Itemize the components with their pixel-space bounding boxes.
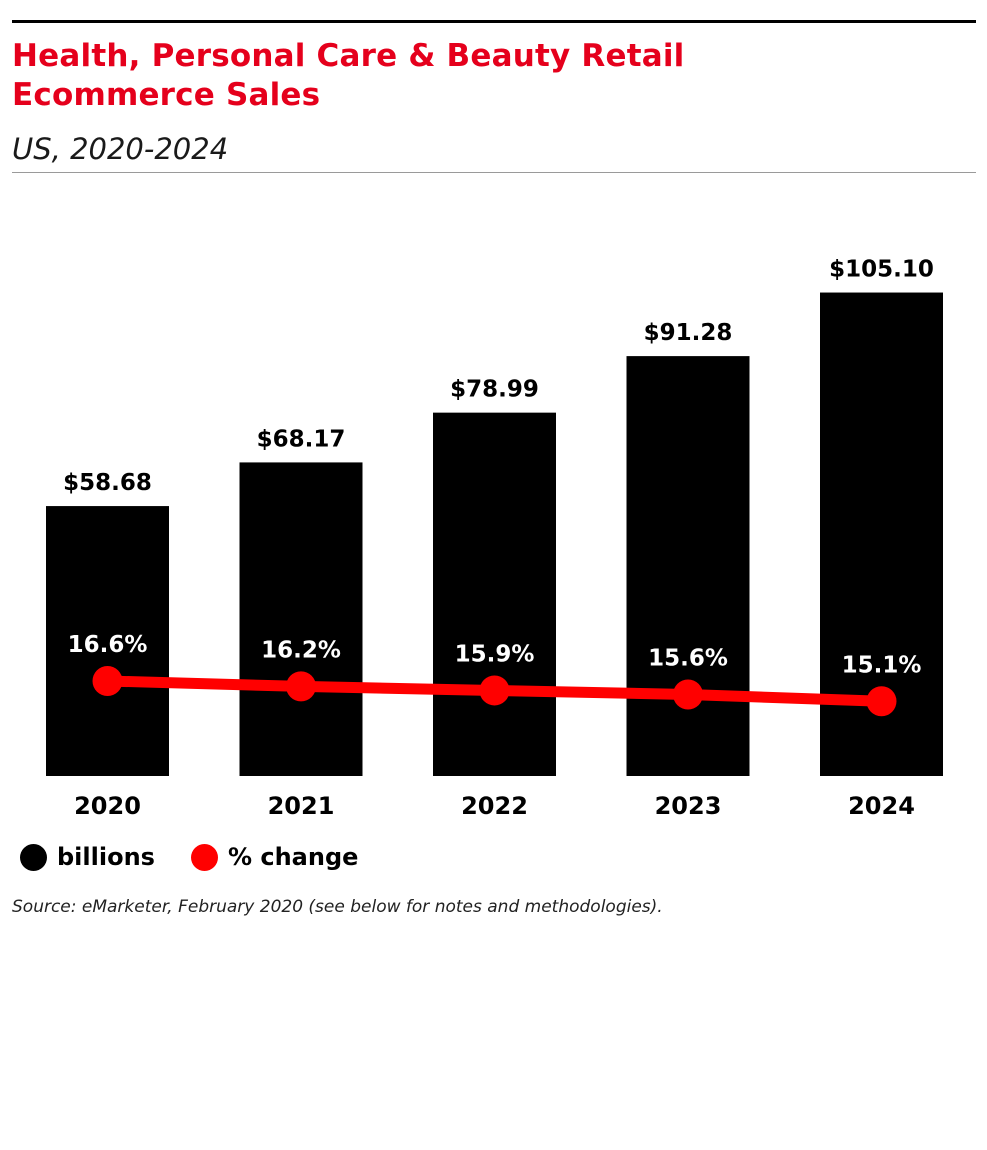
bar-2022 (433, 412, 556, 776)
legend-item-billions: billions (20, 843, 155, 871)
x-tick-label-2021: 2021 (268, 792, 335, 820)
change-label-2022: 15.9% (455, 641, 535, 667)
bar-2021 (239, 462, 363, 776)
legend-change-swatch (190, 843, 218, 871)
change-point-2024 (866, 686, 897, 717)
change-label-2024: 15.1% (842, 652, 922, 678)
x-tick-label-2024: 2024 (848, 792, 915, 820)
bar-value-label-2021: $68.17 (257, 426, 346, 452)
legend-billions-swatch (20, 843, 47, 871)
bar-value-label-2022: $78.99 (450, 377, 539, 403)
subtitle-rule (12, 172, 976, 173)
chart-title: Health, Personal Care & Beauty Retail Ec… (12, 37, 912, 115)
legend-billions-label: billions (57, 843, 155, 871)
bar-2023 (626, 356, 750, 776)
legend: billions % change (20, 840, 394, 874)
legend-change-label: % change (227, 843, 359, 871)
change-label-2023: 15.6% (648, 646, 728, 672)
change-label-2020: 16.6% (68, 632, 148, 658)
change-point-2022 (479, 675, 510, 706)
bar-value-label-2023: $91.28 (644, 320, 733, 346)
bar-value-label-2020: $58.68 (63, 470, 152, 496)
top-rule (12, 20, 976, 23)
x-tick-label-2020: 2020 (74, 792, 141, 820)
x-tick-label-2023: 2023 (655, 792, 722, 820)
source-note: Source: eMarketer, February 2020 (see be… (12, 897, 663, 917)
change-point-2021 (286, 671, 316, 702)
bar-2020 (46, 506, 169, 776)
bar-value-label-2024: $105.10 (829, 257, 934, 283)
change-label-2021: 16.2% (261, 637, 341, 663)
chart: $58.68 2020 $68.17 2021 $78.99 2022 $91.28 2023… (46, 257, 943, 820)
change-point-2023 (673, 679, 703, 710)
chart-subtitle: US, 2020-2024 (12, 132, 229, 166)
legend-item-change: % change (190, 843, 359, 871)
x-tick-label-2022: 2022 (461, 792, 528, 820)
title-line-1: Health, Personal Care & Beauty Retail (12, 38, 685, 74)
change-point-2020 (92, 666, 123, 696)
title-line-2: Ecommerce Sales (12, 77, 321, 113)
